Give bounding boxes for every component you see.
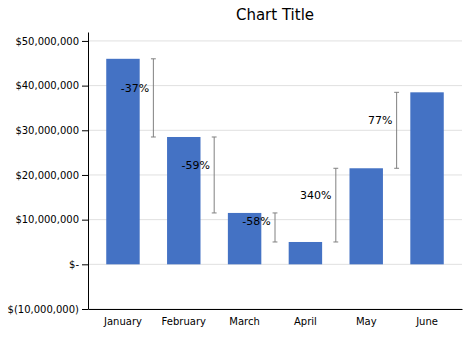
y-tick-label: $- bbox=[69, 259, 79, 270]
whisker-cap-bottom bbox=[212, 212, 217, 213]
whisker bbox=[333, 168, 338, 242]
x-tick: May bbox=[356, 316, 377, 327]
whisker-cap-top bbox=[151, 58, 156, 59]
y-tick-mark bbox=[82, 86, 88, 87]
x-tick-label: April bbox=[294, 316, 317, 327]
whisker-cap-top bbox=[333, 168, 338, 169]
whisker bbox=[151, 59, 156, 137]
y-tick: $10,000,000 bbox=[15, 214, 88, 225]
y-tick-mark bbox=[82, 41, 88, 42]
whisker bbox=[394, 92, 399, 168]
x-tick-label: March bbox=[229, 316, 259, 327]
whisker-line bbox=[275, 213, 276, 242]
grid-line bbox=[88, 40, 462, 41]
whisker-line bbox=[214, 137, 215, 213]
x-tick-label: June bbox=[415, 316, 438, 327]
marks bbox=[106, 59, 444, 265]
y-tick: $50,000,000 bbox=[15, 36, 88, 47]
y-tick-mark bbox=[82, 309, 88, 310]
annotations: -37% -59% -58% 340% 77% bbox=[121, 82, 393, 228]
y-tick: $40,000,000 bbox=[15, 80, 88, 91]
x-tick: January bbox=[103, 316, 142, 327]
y-tick-label: $50,000,000 bbox=[15, 36, 79, 47]
bar bbox=[167, 137, 200, 264]
whisker-cap-bottom bbox=[273, 241, 278, 242]
y-tick-label: $40,000,000 bbox=[15, 80, 79, 91]
grid-line bbox=[88, 264, 462, 265]
whisker-label: -58% bbox=[242, 215, 270, 228]
y-tick-mark bbox=[82, 220, 88, 221]
y-tick-mark bbox=[82, 175, 88, 176]
whisker bbox=[212, 137, 217, 213]
x-tick-label: May bbox=[356, 316, 377, 327]
chart: $(10,000,000) $- $10,000,000 $20,000,000 $30… bbox=[0, 0, 474, 337]
y-tick-label: $10,000,000 bbox=[15, 214, 79, 225]
y-axis-line bbox=[88, 33, 89, 310]
x-tick-label: January bbox=[103, 316, 142, 327]
y-tick-mark bbox=[82, 130, 88, 131]
plot: $(10,000,000) $- $10,000,000 $20,000,000 $30… bbox=[8, 33, 463, 328]
whisker-cap-bottom bbox=[333, 241, 338, 242]
y-tick-label: $(10,000,000) bbox=[8, 304, 80, 315]
whisker-label: 77% bbox=[368, 114, 392, 127]
y-tick: $- bbox=[69, 259, 88, 270]
y-tick: $30,000,000 bbox=[15, 125, 88, 136]
x-tick: March bbox=[229, 316, 259, 327]
whisker bbox=[273, 213, 278, 242]
y-tick-label: $20,000,000 bbox=[15, 170, 79, 181]
y-axis: $(10,000,000) $- $10,000,000 $20,000,000 $30… bbox=[8, 33, 89, 315]
title: Chart Title bbox=[236, 6, 314, 24]
whisker-cap-bottom bbox=[151, 136, 156, 137]
whisker-cap-top bbox=[212, 136, 217, 137]
whisker-line bbox=[335, 168, 336, 242]
whisker-label: -59% bbox=[182, 159, 210, 172]
bar bbox=[410, 92, 443, 264]
whisker-cap-top bbox=[394, 92, 399, 93]
whisker-cap-top bbox=[273, 212, 278, 213]
x-tick: April bbox=[294, 316, 317, 327]
whisker-line bbox=[153, 59, 154, 137]
bar bbox=[289, 242, 322, 264]
whisker-label: -37% bbox=[121, 82, 149, 95]
whisker-line bbox=[396, 92, 397, 168]
grid-line bbox=[88, 174, 462, 175]
x-tick: February bbox=[162, 316, 206, 327]
x-axis-line bbox=[89, 309, 463, 310]
y-tick-label: $30,000,000 bbox=[15, 125, 79, 136]
grid bbox=[88, 41, 462, 309]
bar bbox=[349, 168, 382, 264]
grid-line bbox=[88, 309, 462, 310]
whisker-cap-bottom bbox=[394, 168, 399, 169]
x-tick-label: February bbox=[162, 316, 206, 327]
whisker-label: 340% bbox=[300, 189, 331, 202]
x-axis: January February March April May June bbox=[89, 310, 463, 328]
x-tick: June bbox=[415, 316, 438, 327]
y-tick: $(10,000,000) bbox=[8, 304, 88, 315]
y-tick: $20,000,000 bbox=[15, 170, 88, 181]
y-tick-mark bbox=[82, 264, 88, 265]
grid-line bbox=[88, 130, 462, 131]
